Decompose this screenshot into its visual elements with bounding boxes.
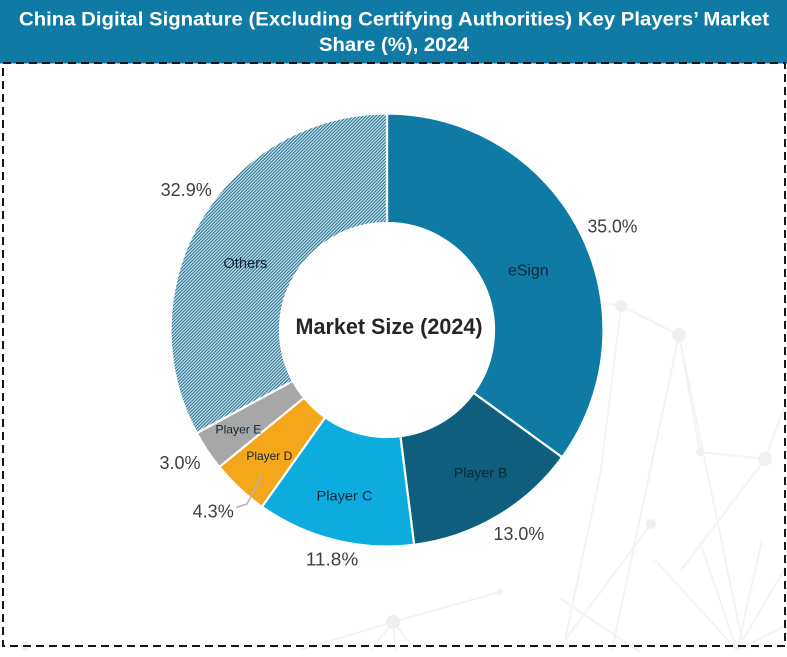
svg-text:Share (%), 2024: Share (%), 2024 [319,34,469,56]
svg-text:3.0%: 3.0% [159,452,200,473]
svg-text:Player E: Player E [216,423,262,437]
svg-text:4.3%: 4.3% [193,501,234,522]
svg-text:Others: Others [223,255,267,272]
svg-text:13.0%: 13.0% [494,523,545,544]
svg-text:35.0%: 35.0% [588,216,638,237]
svg-text:11.8%: 11.8% [306,549,359,570]
svg-text:32.9%: 32.9% [161,179,212,200]
svg-text:Market Size (2024): Market Size (2024) [296,314,483,339]
svg-text:Player D: Player D [246,449,292,463]
svg-text:China Digital Signature (Exclu: China Digital Signature (Excluding Certi… [19,9,770,31]
svg-text:Player C: Player C [317,488,373,504]
svg-text:Player B: Player B [454,465,507,481]
svg-text:eSign: eSign [508,263,549,280]
